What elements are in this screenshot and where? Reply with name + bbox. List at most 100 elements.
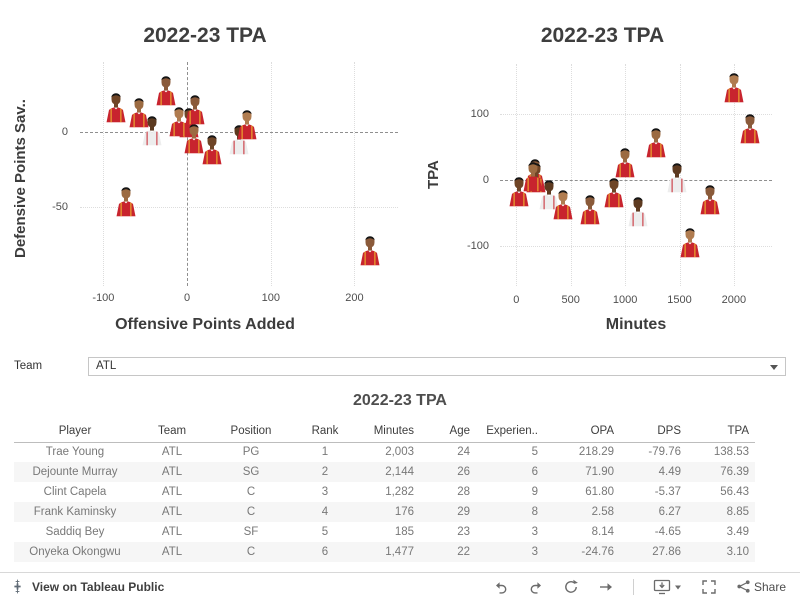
player-marker[interactable] xyxy=(613,147,638,178)
table-cell[interactable]: 2 xyxy=(294,462,356,482)
player-marker[interactable] xyxy=(626,196,651,227)
table-cell[interactable]: 9 xyxy=(531,486,538,498)
table-cell[interactable]: PG xyxy=(242,446,260,459)
undo-icon[interactable] xyxy=(493,579,509,595)
fullscreen-icon[interactable] xyxy=(701,579,717,595)
view-on-tableau-public-link[interactable]: View on Tableau Public xyxy=(10,579,164,594)
table-cell[interactable]: Dejounte Murray xyxy=(14,462,136,482)
forward-icon[interactable] xyxy=(598,579,614,595)
player-marker[interactable] xyxy=(578,194,603,225)
column-header[interactable]: Team xyxy=(136,420,208,443)
table-cell[interactable]: 28 xyxy=(457,486,470,498)
table-cell[interactable]: ATL xyxy=(136,542,208,562)
table-cell[interactable]: -24.76 xyxy=(544,542,620,562)
table-cell[interactable]: 5 xyxy=(321,526,329,538)
player-marker[interactable] xyxy=(536,179,561,209)
player-marker[interactable] xyxy=(166,106,191,137)
table-cell[interactable]: ATL xyxy=(136,462,208,482)
table-cell[interactable]: ATL xyxy=(161,446,183,459)
table-cell[interactable]: 76.39 xyxy=(687,462,755,482)
table-cell[interactable]: 2.58 xyxy=(544,502,620,522)
table-cell[interactable]: ATL xyxy=(161,526,183,538)
table-cell[interactable]: Trae Young xyxy=(45,446,105,459)
player-marker[interactable] xyxy=(665,162,690,193)
table-cell[interactable]: 8 xyxy=(476,502,544,522)
table-cell[interactable]: 24 xyxy=(457,446,470,459)
table-cell[interactable]: 6 xyxy=(476,462,544,482)
download-button[interactable] xyxy=(653,579,682,595)
table-cell[interactable]: 8.14 xyxy=(591,526,614,538)
table-cell[interactable]: 3 xyxy=(321,486,329,498)
player-marker[interactable] xyxy=(181,124,206,154)
table-cell[interactable]: 26 xyxy=(420,462,476,482)
player-marker[interactable] xyxy=(235,110,260,140)
player-marker[interactable] xyxy=(678,227,703,258)
share-button[interactable]: Share xyxy=(736,579,786,594)
table-cell[interactable]: Saddiq Bey xyxy=(45,526,105,538)
table-cell[interactable]: ATL xyxy=(136,502,208,522)
player-marker[interactable] xyxy=(551,190,576,220)
table-cell[interactable]: 4 xyxy=(294,502,356,522)
table-cell[interactable]: 5 xyxy=(531,446,538,459)
table-cell[interactable]: 1,282 xyxy=(385,486,414,498)
player-marker[interactable] xyxy=(126,97,151,128)
table-cell[interactable]: 176 xyxy=(356,502,420,522)
table-cell[interactable]: 2,144 xyxy=(356,462,420,482)
table-cell[interactable]: 23 xyxy=(457,526,470,538)
table-cell[interactable]: 27.86 xyxy=(620,542,687,562)
column-header[interactable]: Minutes xyxy=(356,420,420,443)
table-cell[interactable]: 3.49 xyxy=(726,526,749,538)
table-cell[interactable]: C xyxy=(208,542,294,562)
player-marker[interactable] xyxy=(737,114,762,144)
player-marker[interactable] xyxy=(154,75,179,105)
table-cell[interactable]: 6.27 xyxy=(620,502,687,522)
table-cell[interactable]: -79.76 xyxy=(648,446,681,459)
table-cell[interactable]: 8.85 xyxy=(687,502,755,522)
player-marker[interactable] xyxy=(103,93,128,123)
column-header[interactable]: TPA xyxy=(687,420,755,443)
redo-icon[interactable] xyxy=(528,579,544,595)
player-marker[interactable] xyxy=(114,187,139,217)
player-marker[interactable] xyxy=(520,161,545,192)
column-header[interactable]: Player xyxy=(14,420,136,443)
player-marker[interactable] xyxy=(357,236,382,266)
column-header[interactable]: OPA xyxy=(544,420,620,443)
table-cell[interactable]: 218.29 xyxy=(578,446,614,459)
table-cell[interactable]: -5.37 xyxy=(654,486,681,498)
column-header[interactable]: Rank xyxy=(294,420,356,443)
table-cell[interactable]: SG xyxy=(208,462,294,482)
table-cell[interactable]: C xyxy=(246,486,256,498)
player-marker[interactable] xyxy=(643,127,668,157)
player-marker[interactable] xyxy=(722,73,747,103)
player-marker[interactable] xyxy=(200,134,225,165)
table-cell[interactable]: 1 xyxy=(321,446,329,459)
table-cell[interactable]: C xyxy=(208,502,294,522)
column-header[interactable]: DPS xyxy=(620,420,687,443)
player-marker[interactable] xyxy=(602,178,627,208)
player-marker[interactable] xyxy=(697,184,722,215)
team-filter-dropdown[interactable]: ATL xyxy=(88,357,786,376)
table-cell[interactable]: 22 xyxy=(420,542,476,562)
table-cell[interactable]: -4.65 xyxy=(654,526,681,538)
table-cell[interactable]: 56.43 xyxy=(720,486,749,498)
column-header[interactable]: Position xyxy=(208,420,294,443)
player-marker[interactable] xyxy=(507,176,532,207)
column-header[interactable]: Age xyxy=(420,420,476,443)
table-cell[interactable]: 4.49 xyxy=(620,462,687,482)
table-cell[interactable]: 1,477 xyxy=(356,542,420,562)
table-cell[interactable]: ATL xyxy=(161,486,183,498)
replay-icon[interactable] xyxy=(563,579,579,595)
table-cell[interactable]: 3 xyxy=(531,526,538,538)
player-marker[interactable] xyxy=(139,115,164,146)
table-cell[interactable]: 29 xyxy=(420,502,476,522)
table-cell[interactable]: 71.90 xyxy=(544,462,620,482)
column-header[interactable]: Experien.. xyxy=(476,420,544,443)
table-cell[interactable]: Onyeka Okongwu xyxy=(14,542,136,562)
table-cell[interactable]: SF xyxy=(243,526,259,538)
table-cell[interactable]: 3 xyxy=(476,542,544,562)
player-marker[interactable] xyxy=(182,94,207,125)
table-cell[interactable]: 6 xyxy=(294,542,356,562)
table-cell[interactable]: 185 xyxy=(394,526,414,538)
table-cell[interactable]: 61.80 xyxy=(585,486,614,498)
table-cell[interactable]: Frank Kaminsky xyxy=(14,502,136,522)
